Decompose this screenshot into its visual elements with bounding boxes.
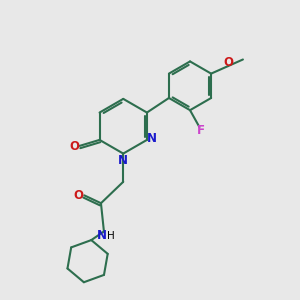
Text: H: H <box>107 231 115 241</box>
Text: O: O <box>73 189 83 202</box>
Text: O: O <box>69 140 79 153</box>
Text: N: N <box>97 230 106 242</box>
Text: N: N <box>118 154 128 166</box>
Text: N: N <box>147 132 157 145</box>
Text: O: O <box>223 56 233 69</box>
Text: F: F <box>197 124 205 137</box>
